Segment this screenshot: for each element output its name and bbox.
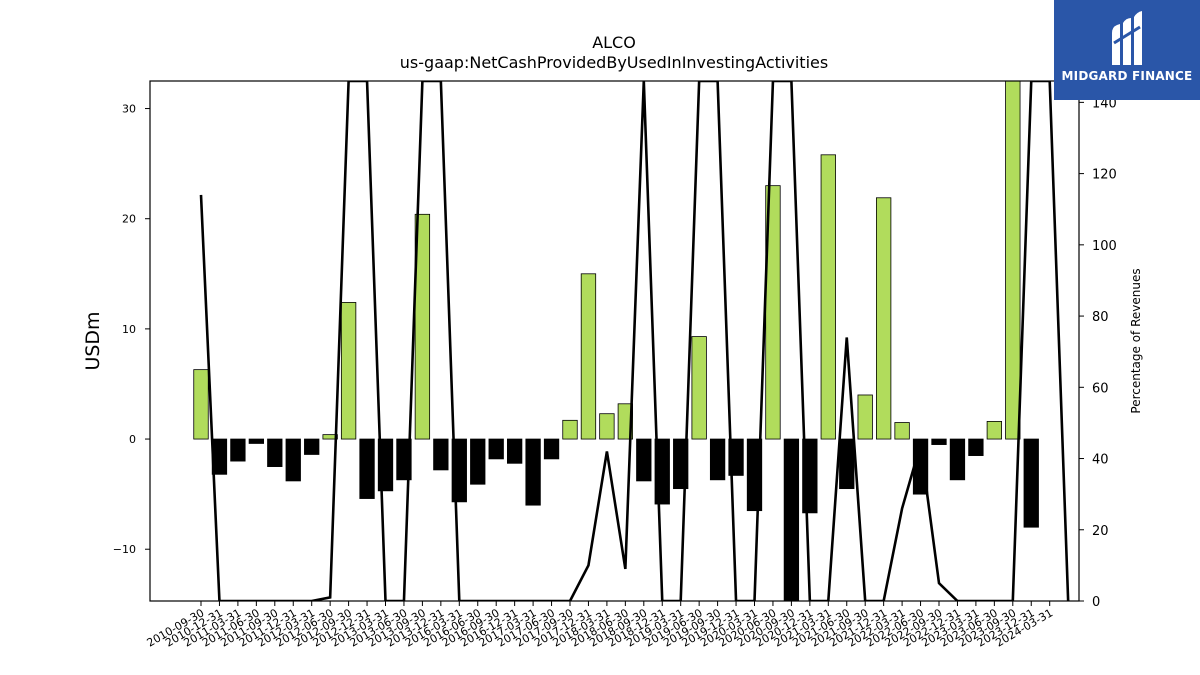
bar [617, 403, 633, 440]
bar [488, 438, 504, 460]
plot-area-frame [149, 80, 1080, 602]
bar [304, 438, 320, 455]
y2-tick-label: 80 [1092, 310, 1109, 325]
bar [525, 438, 541, 506]
bar [709, 438, 726, 481]
bar [876, 197, 892, 440]
bar [636, 438, 652, 482]
bar [857, 394, 873, 440]
midgard-finance-logo: MIDGARD FINANCE [1054, 0, 1200, 100]
bar [230, 438, 246, 462]
y2-tick-label: 0 [1092, 595, 1100, 610]
bar [820, 154, 836, 440]
logo-text: MIDGARD FINANCE [1061, 69, 1193, 83]
bar [506, 438, 523, 464]
bar [414, 213, 431, 440]
y-tick-label: −10 [113, 543, 136, 556]
bar [580, 273, 597, 440]
y2-tick-label: 120 [1092, 168, 1117, 183]
y-tick-label: 10 [122, 323, 136, 336]
y2-tick-label: 20 [1092, 524, 1109, 539]
bar [340, 302, 357, 440]
bar [986, 421, 1002, 440]
y2-tick-label: 140 [1092, 96, 1117, 111]
bar [968, 438, 984, 456]
y2-axis-label: Percentage of Revenues [1129, 268, 1143, 413]
bar [894, 422, 910, 440]
y2-tick-label: 100 [1092, 239, 1117, 254]
y-tick-label: 0 [129, 433, 136, 446]
bar [433, 438, 449, 471]
chart-title: ALCO [592, 33, 636, 52]
bar [248, 438, 265, 444]
bar [193, 369, 209, 440]
bar [931, 438, 947, 445]
y-tick-label: 30 [122, 103, 136, 116]
bar [543, 438, 560, 460]
chart-subtitle: us-gaap:NetCashProvidedByUsedInInvesting… [400, 53, 828, 72]
bar [783, 438, 800, 602]
y2-tick-label: 40 [1092, 453, 1109, 468]
bar [599, 413, 615, 440]
bar [285, 438, 301, 482]
bar [1023, 438, 1039, 528]
y2-tick-label: 60 [1092, 381, 1109, 396]
y-axis-label: USDm [82, 311, 104, 370]
logo-mark-icon [1112, 11, 1142, 65]
bar [359, 438, 375, 499]
bar [1005, 80, 1021, 440]
bar [322, 434, 338, 440]
bar [691, 336, 707, 440]
bar [839, 438, 855, 490]
series-line [199, 81, 1070, 601]
bar [949, 438, 966, 481]
y-tick-label: 20 [122, 213, 136, 226]
bar [562, 419, 578, 440]
bar [267, 438, 283, 467]
bar [470, 438, 486, 485]
